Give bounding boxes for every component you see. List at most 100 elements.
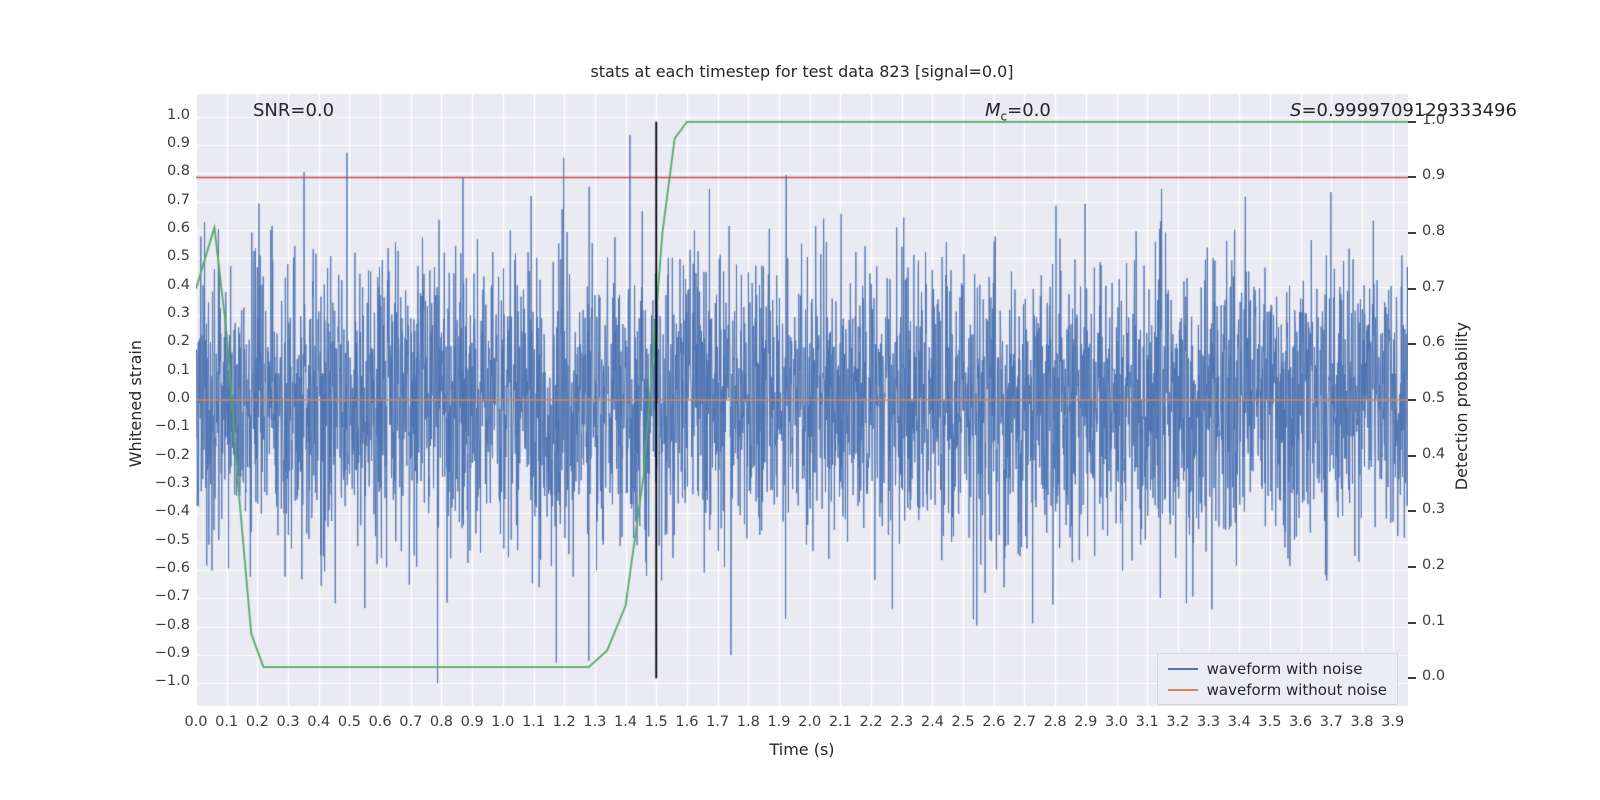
y-tick-label-right: 0.5 (1422, 390, 1446, 406)
y-tick-label-right: 0.2 (1422, 556, 1446, 573)
y-tick-label-left: −1.0 (154, 673, 190, 690)
x-tick-label: 3.0 (1104, 714, 1129, 730)
x-tick-label: 1.5 (644, 714, 668, 730)
x-tick-label: 1.7 (706, 714, 730, 730)
chart-title: stats at each timestep for test data 823… (590, 62, 1014, 81)
x-tick-label: 3.2 (1166, 714, 1190, 730)
y-tick-label-left: −0.3 (154, 475, 190, 491)
x-tick-label: 1.0 (491, 714, 515, 730)
legend-label-waveform-without-noise: waveform without noise (1206, 680, 1387, 699)
y-tick-mark-right (1408, 120, 1416, 123)
y-tick-label-right: 0.0 (1422, 668, 1446, 685)
y-tick-mark-right (1408, 677, 1416, 680)
legend-label-waveform-with-noise: waveform with noise (1206, 659, 1363, 678)
y-tick-label-left: 0.0 (166, 390, 190, 406)
y-tick-mark-right (1408, 565, 1416, 568)
annotation-statistic: S=0.9999709129333496 (1290, 100, 1517, 121)
y-tick-mark-right (1408, 287, 1416, 290)
legend: waveform with noise waveform without noi… (1156, 653, 1398, 705)
y-tick-label-left: 0.8 (166, 163, 190, 180)
x-tick-label: 2.2 (859, 714, 883, 730)
x-tick-label: 3.4 (1227, 714, 1251, 730)
x-tick-label: 3.9 (1381, 714, 1405, 730)
x-tick-label: 3.7 (1319, 714, 1343, 730)
y-tick-label-left: −0.8 (154, 616, 190, 633)
x-tick-label: 0.9 (460, 714, 484, 730)
x-tick-label: 3.8 (1350, 714, 1374, 730)
x-axis-label: Time (s) (769, 740, 835, 759)
x-tick-label: 1.3 (583, 714, 607, 730)
x-tick-label: 1.8 (736, 714, 760, 730)
x-tick-label: 2.0 (798, 714, 822, 730)
x-tick-label: 0.2 (245, 714, 269, 730)
y-tick-label-right: 0.4 (1422, 445, 1446, 462)
y-tick-label-right: 1.0 (1422, 111, 1446, 128)
legend-item-clean: waveform without noise (1167, 679, 1387, 700)
chirp-mass-subscript: c (1000, 109, 1008, 124)
x-tick-label: 0.4 (307, 714, 331, 730)
x-tick-label: 3.3 (1197, 714, 1221, 730)
y-tick-label-right: 0.3 (1422, 501, 1446, 518)
y-tick-mark-right (1408, 176, 1416, 179)
x-tick-label: 2.6 (982, 714, 1006, 730)
y-tick-label-left: 1.0 (166, 106, 190, 123)
y-tick-label-left: 0.1 (166, 361, 190, 378)
y-tick-mark-right (1408, 510, 1416, 513)
plot-area (196, 94, 1408, 706)
x-tick-label: 1.4 (614, 714, 638, 730)
statistic-symbol: S (1290, 100, 1302, 121)
y-tick-mark-right (1408, 343, 1416, 346)
y-tick-label-left: 0.6 (166, 220, 190, 236)
x-tick-label: 3.1 (1135, 714, 1159, 730)
x-tick-label: 2.9 (1074, 714, 1098, 730)
x-tick-label: 0.5 (337, 714, 361, 730)
y-tick-label-left: −0.1 (154, 418, 190, 435)
x-tick-label: 0.3 (276, 714, 300, 730)
y-tick-label-left: 0.5 (166, 248, 190, 265)
x-tick-label: 1.1 (521, 714, 546, 730)
x-tick-label: 2.3 (890, 714, 914, 730)
y-tick-label-right: 0.8 (1422, 223, 1446, 240)
y-tick-label-right: 0.1 (1422, 612, 1446, 629)
x-tick-label: 1.2 (552, 714, 576, 730)
y-tick-label-right: 0.9 (1422, 167, 1446, 184)
x-tick-label: 1.9 (767, 714, 791, 730)
chirp-mass-symbol: M (985, 100, 1001, 121)
annotation-chirp-mass: Mc=0.0 (985, 100, 1051, 124)
chirp-mass-value: =0.0 (1007, 100, 1051, 121)
x-tick-label: 2.7 (1012, 714, 1036, 730)
legend-line-waveform-with-noise (1167, 667, 1198, 670)
y-tick-label-left: −0.5 (154, 531, 190, 548)
x-tick-label: 1.6 (675, 714, 699, 730)
y-tick-label-left: 0.4 (166, 276, 190, 293)
y-tick-label-left: 0.9 (166, 135, 190, 151)
x-tick-label: 0.7 (399, 714, 423, 730)
y-tick-mark-right (1408, 454, 1416, 457)
statistic-value: =0.9999709129333496 (1301, 100, 1517, 121)
y-tick-label-left: −0.6 (154, 560, 190, 576)
x-tick-label: 2.5 (951, 714, 975, 730)
x-tick-label: 2.1 (828, 714, 852, 730)
y-tick-mark-right (1408, 232, 1416, 235)
y-tick-label-right: 0.6 (1422, 334, 1446, 351)
x-tick-label: 0.8 (429, 714, 453, 730)
x-tick-label: 0.0 (184, 714, 208, 730)
x-tick-label: 0.1 (215, 714, 239, 730)
x-tick-label: 3.5 (1258, 714, 1282, 730)
legend-line-waveform-without-noise (1167, 688, 1198, 691)
x-tick-label: 3.6 (1289, 714, 1313, 730)
x-tick-label: 2.4 (920, 714, 944, 730)
y-tick-label-left: −0.4 (154, 503, 190, 520)
annotation-snr: SNR=0.0 (253, 100, 335, 121)
legend-item-noise: waveform with noise (1167, 658, 1387, 679)
x-tick-label: 2.8 (1043, 714, 1067, 730)
y-tick-label-right: 0.7 (1422, 278, 1446, 295)
y-tick-label-left: −0.9 (154, 645, 190, 661)
y-tick-label-left: −0.7 (154, 588, 190, 605)
y-tick-label-left: 0.3 (166, 305, 190, 321)
y-tick-label-left: 0.2 (166, 333, 190, 350)
y-tick-label-left: −0.2 (154, 446, 190, 463)
x-tick-label: 0.6 (368, 714, 392, 730)
y-tick-mark-right (1408, 621, 1416, 624)
